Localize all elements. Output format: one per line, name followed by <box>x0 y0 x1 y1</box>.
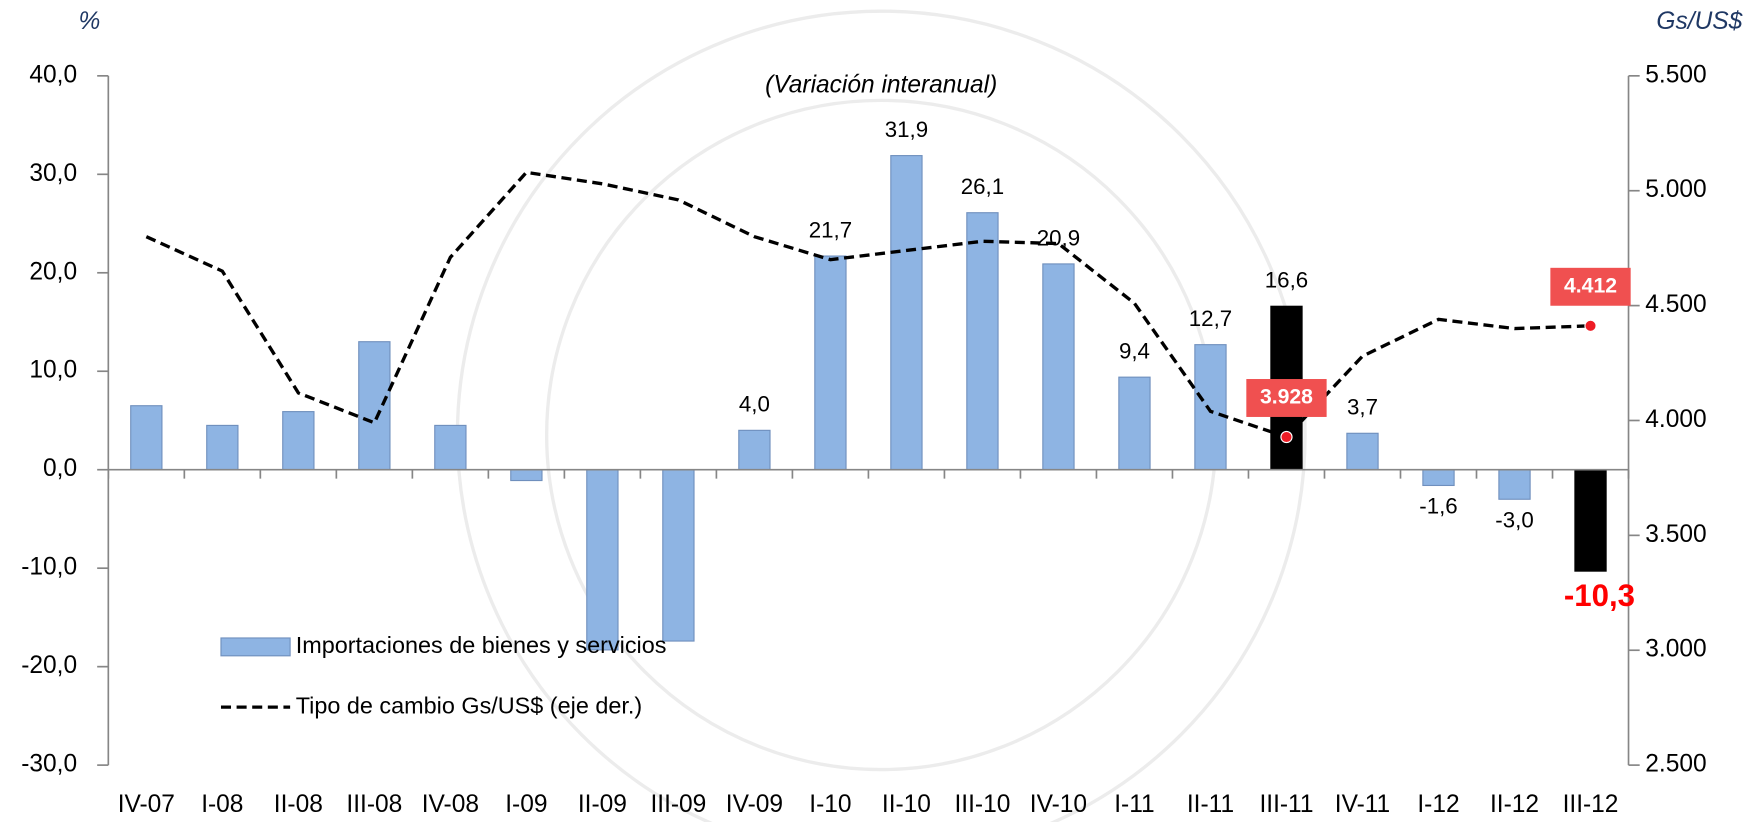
y2-tick-label: 3.000 <box>1645 636 1706 663</box>
data-label: 3.928 <box>1260 386 1313 409</box>
data-label: 4.412 <box>1564 274 1617 297</box>
bar <box>358 341 391 471</box>
x-tick-label: I-11 <box>1114 791 1154 818</box>
x-tick-label: I-10 <box>809 791 851 818</box>
y2-tick-label: 5.000 <box>1645 176 1706 203</box>
legend-label: Tipo de cambio Gs/US$ (eje der.) <box>296 692 642 718</box>
x-tick-label: II-10 <box>882 791 931 818</box>
y2-tick-label: 3.500 <box>1645 521 1706 548</box>
y-tick-label: 20,0 <box>29 258 77 285</box>
label-box <box>1246 379 1327 417</box>
bar <box>1194 344 1227 471</box>
x-tick-label: III-10 <box>955 791 1011 818</box>
x-tick-label: IV-07 <box>118 791 175 818</box>
bar <box>662 469 695 642</box>
y-axis-label: % <box>78 8 100 35</box>
x-tick-label: IV-10 <box>1030 791 1087 818</box>
line <box>145 170 1591 439</box>
bar <box>814 255 847 471</box>
chart-subtitle: (Variación interanual) <box>765 71 997 98</box>
data-label: 20,9 <box>1037 225 1080 250</box>
bar <box>206 424 239 471</box>
y-tick-label: -20,0 <box>21 652 77 679</box>
bar <box>890 155 923 471</box>
x-tick-label: I-12 <box>1417 791 1459 818</box>
data-label: 9,4 <box>1119 339 1150 364</box>
data-label: -10,3 <box>1564 578 1635 613</box>
x-tick-label: I-08 <box>201 791 243 818</box>
y2-tick-label: 2.500 <box>1645 751 1706 778</box>
x-tick-label: II-08 <box>274 791 323 818</box>
bar <box>586 469 619 651</box>
data-label: 12,7 <box>1189 306 1232 331</box>
bar <box>510 469 543 482</box>
data-label: 3,7 <box>1347 395 1378 420</box>
line-marker <box>1584 319 1597 332</box>
bar <box>1346 432 1379 471</box>
line-marker <box>1280 430 1293 444</box>
bar <box>1498 469 1531 500</box>
y2-tick-label: 4.000 <box>1645 406 1706 433</box>
y2-tick-label: 5.500 <box>1645 61 1706 88</box>
y-tick-label: 0,0 <box>43 455 77 482</box>
bar <box>282 411 315 471</box>
data-label: -1,6 <box>1419 494 1457 519</box>
data-label: -3,0 <box>1495 507 1533 532</box>
y-tick-label: 40,0 <box>29 61 77 88</box>
x-tick-label: III-09 <box>650 791 706 818</box>
data-label: 16,6 <box>1265 268 1308 293</box>
x-tick-label: IV-09 <box>726 791 783 818</box>
bar <box>966 212 999 471</box>
x-tick-label: IV-08 <box>422 791 479 818</box>
bar <box>738 429 771 471</box>
data-label: 31,9 <box>885 117 928 142</box>
bar <box>1574 469 1607 572</box>
bar <box>1422 469 1455 487</box>
label-box <box>1550 267 1631 306</box>
y-tick-label: -30,0 <box>21 751 77 778</box>
data-label: 21,7 <box>809 217 852 242</box>
y2-axis-label: Gs/US$ <box>1656 8 1742 35</box>
y-tick-label: 10,0 <box>29 357 77 384</box>
bar <box>434 424 467 471</box>
legend-swatch <box>220 637 291 657</box>
y-tick-label: -10,0 <box>21 554 77 581</box>
data-label: 4,0 <box>739 392 770 417</box>
data-label: 26,1 <box>961 174 1004 199</box>
bar <box>1118 376 1151 471</box>
x-tick-label: IV-11 <box>1335 791 1390 818</box>
y2-tick-label: 4.500 <box>1645 291 1706 318</box>
x-tick-label: II-09 <box>578 791 627 818</box>
legend-label: Importaciones de bienes y servicios <box>296 632 667 658</box>
x-tick-label: III-12 <box>1563 791 1619 818</box>
bar <box>130 405 163 471</box>
x-tick-label: III-08 <box>346 791 402 818</box>
y-tick-label: 30,0 <box>29 160 77 187</box>
bar <box>1042 263 1075 471</box>
x-tick-label: III-11 <box>1259 791 1313 818</box>
x-tick-label: II-11 <box>1187 791 1234 818</box>
x-tick-label: II-12 <box>1490 791 1539 818</box>
x-tick-label: I-09 <box>505 791 547 818</box>
